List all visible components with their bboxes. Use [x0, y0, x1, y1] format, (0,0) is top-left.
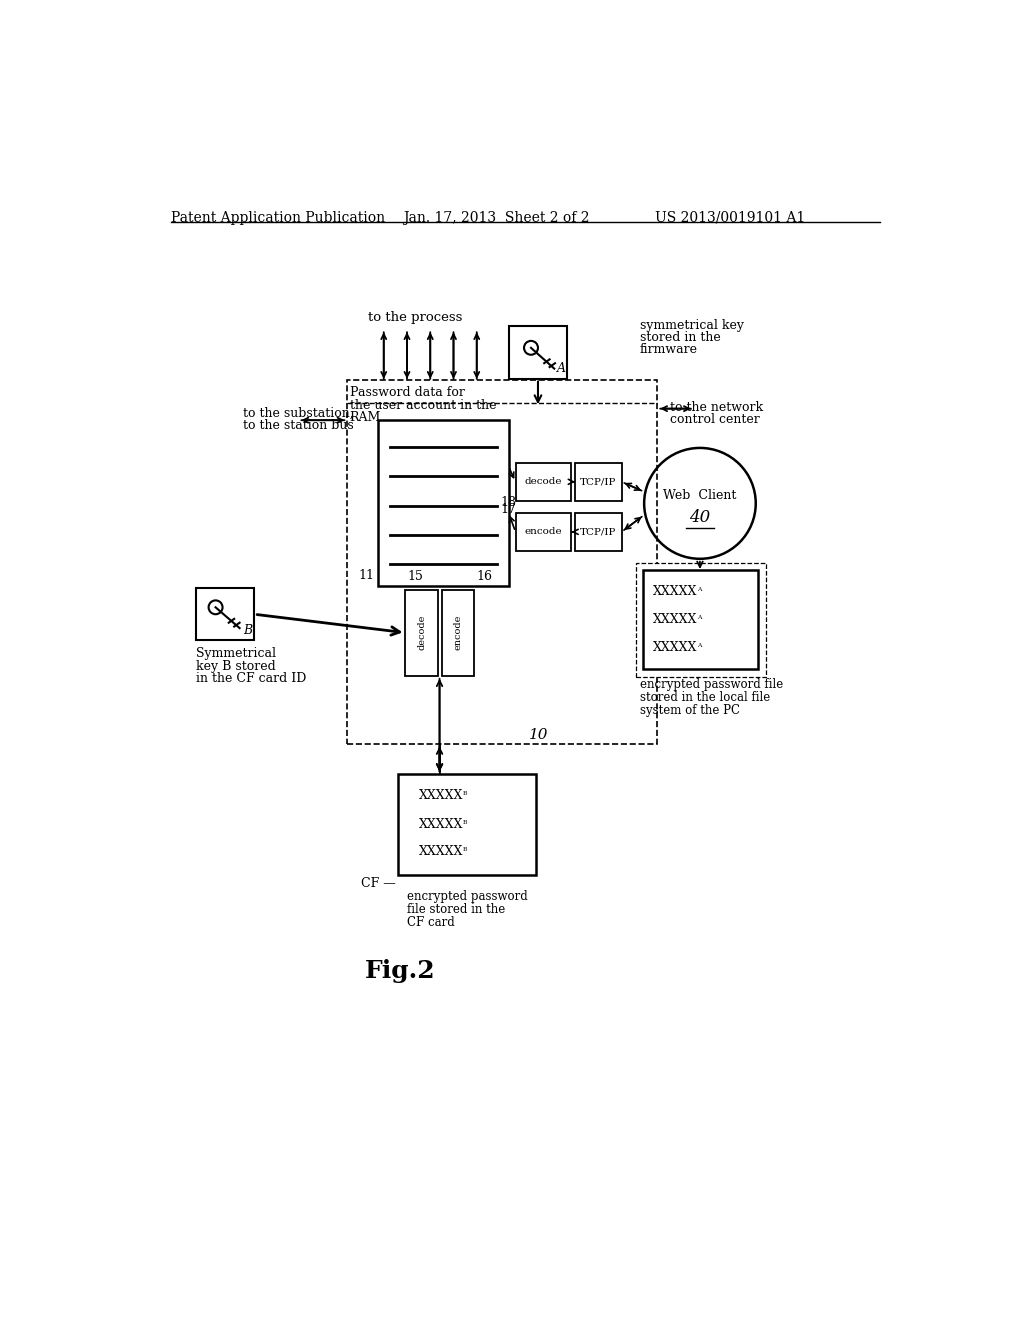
Text: TCP/IP: TCP/IP — [581, 478, 616, 486]
Text: Password data for: Password data for — [349, 387, 465, 400]
Bar — [636, 562, 766, 677]
Bar — [378, 420, 509, 586]
Text: Jan. 17, 2013  Sheet 2 of 2: Jan. 17, 2013 Sheet 2 of 2 — [403, 211, 590, 224]
Text: XXXXX: XXXXX — [419, 845, 463, 858]
Text: XXXXX: XXXXX — [652, 585, 697, 598]
Text: in the CF card ID: in the CF card ID — [197, 672, 306, 685]
Text: firmware: firmware — [640, 343, 697, 356]
Text: to the process: to the process — [369, 312, 463, 323]
Bar — [442, 590, 474, 676]
Text: ᴮ: ᴮ — [463, 792, 467, 800]
Text: encrypted password: encrypted password — [407, 890, 527, 903]
Text: key B stored: key B stored — [197, 660, 275, 673]
Text: ᴮ: ᴮ — [463, 820, 467, 829]
Text: XXXXX: XXXXX — [652, 640, 697, 653]
Text: ᴮ: ᴮ — [463, 847, 467, 855]
Bar — [406, 590, 438, 676]
Text: 10: 10 — [529, 729, 549, 742]
Text: to the substation,: to the substation, — [243, 407, 353, 420]
Text: system of the PC: system of the PC — [640, 705, 739, 717]
Text: stored in the: stored in the — [640, 331, 720, 345]
Text: ᴬ: ᴬ — [697, 643, 701, 652]
Text: Patent Application Publication: Patent Application Publication — [171, 211, 385, 224]
Bar — [397, 775, 536, 875]
Text: control center: control center — [671, 413, 760, 426]
Bar — [643, 570, 758, 669]
Text: RAM: RAM — [349, 411, 381, 424]
Text: 17: 17 — [500, 503, 516, 516]
Text: encode: encode — [524, 528, 562, 536]
Bar — [575, 462, 622, 502]
Text: to the network: to the network — [671, 401, 764, 414]
Text: 11: 11 — [358, 569, 375, 582]
Bar — [509, 326, 567, 379]
Text: file stored in the: file stored in the — [407, 903, 505, 916]
Text: XXXXX: XXXXX — [419, 818, 463, 832]
Text: CF —: CF — — [361, 878, 396, 890]
Text: Web  Client: Web Client — [664, 490, 736, 502]
Text: encrypted password file: encrypted password file — [640, 678, 782, 692]
Text: ᴬ: ᴬ — [697, 587, 701, 597]
Text: CF card: CF card — [407, 916, 455, 929]
Text: decode: decode — [524, 478, 562, 486]
Text: Symmetrical: Symmetrical — [197, 647, 276, 660]
Text: Fig.2: Fig.2 — [365, 960, 435, 983]
Text: TCP/IP: TCP/IP — [581, 528, 616, 536]
Text: ᴬ: ᴬ — [697, 615, 701, 624]
Text: encode: encode — [454, 615, 463, 651]
Text: the user account in the: the user account in the — [349, 399, 497, 412]
Text: 16: 16 — [476, 570, 492, 583]
Text: US 2013/0019101 A1: US 2013/0019101 A1 — [655, 211, 805, 224]
Bar — [347, 380, 657, 743]
Text: decode: decode — [417, 615, 426, 651]
Text: 18: 18 — [500, 496, 516, 508]
Text: A: A — [557, 362, 565, 375]
Bar — [197, 589, 254, 640]
Bar — [515, 462, 571, 502]
Text: to the station bus: to the station bus — [243, 418, 353, 432]
Bar — [515, 512, 571, 552]
Text: XXXXX: XXXXX — [419, 789, 463, 803]
Text: 15: 15 — [407, 570, 423, 583]
Text: stored in the local file: stored in the local file — [640, 692, 770, 705]
Text: 40: 40 — [689, 508, 711, 525]
Bar — [575, 512, 622, 552]
Text: symmetrical key: symmetrical key — [640, 318, 743, 331]
Text: XXXXX: XXXXX — [652, 612, 697, 626]
Text: B: B — [244, 623, 253, 636]
